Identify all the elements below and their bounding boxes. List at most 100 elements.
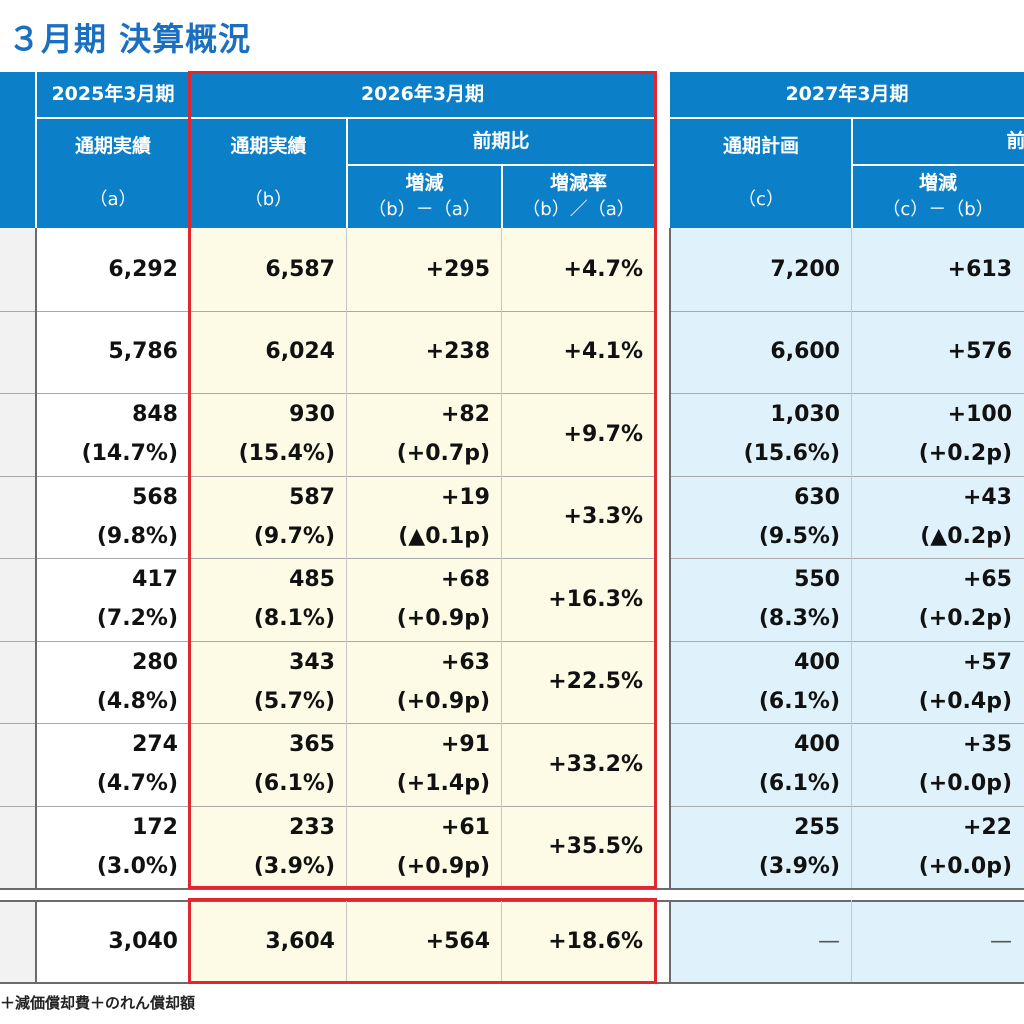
value-diff: +68 [440, 567, 490, 593]
cell-rate: +33.2% [502, 723, 655, 806]
header-plan-c: 通期計画 （c） [670, 118, 852, 228]
value-c2: (8.3%) [758, 606, 840, 632]
value-b: 365 [289, 732, 335, 758]
value-rate: +22.5% [548, 669, 643, 695]
header-fy2026: 2026年3月期 [190, 72, 655, 118]
value-b: 930 [289, 402, 335, 428]
value-c2: (6.1%) [758, 771, 840, 797]
value-b: 6,587 [265, 256, 335, 282]
value-a2: (3.0%) [96, 853, 178, 879]
change-sub: （b）－（a） [368, 199, 481, 221]
value-rate: +4.1% [563, 339, 643, 365]
value-diff2: (+0.7p) [396, 441, 490, 467]
value-a2: (7.2%) [96, 606, 178, 632]
bottom-value-rate: +18.6% [548, 928, 643, 954]
bottom-value-c: — [818, 928, 840, 954]
cell-c: 6,600 [670, 311, 852, 394]
bottom-cell-d: +564 [347, 900, 502, 982]
value-c: 400 [794, 649, 840, 675]
value-diff2: (▲0.1p) [398, 523, 490, 549]
value-a2: (4.8%) [96, 688, 178, 714]
cell-b: 365 (6.1%) [190, 723, 347, 806]
fy2026-label: 2026年3月期 [360, 83, 485, 106]
plan-label: 通期計画 [722, 135, 799, 158]
value-a: 6,292 [108, 256, 178, 282]
value-c2: (15.6%) [743, 441, 840, 467]
header-actual-b: 通期実績 （b） [190, 118, 347, 228]
cell-b: 6,024 [190, 311, 347, 394]
cell-c: 400 (6.1%) [670, 723, 852, 806]
value-c: 400 [794, 732, 840, 758]
value-cdiff2: (+0.2p) [918, 606, 1012, 632]
cell-d: +238 [347, 311, 502, 394]
value-cdiff2: (+0.2p) [918, 441, 1012, 467]
value-diff2: (+0.9p) [396, 606, 490, 632]
cell-a: 5,786 [36, 311, 190, 394]
value-rate: +4.7% [563, 256, 643, 282]
value-rate: +9.7% [563, 421, 643, 447]
cell-rate: +22.5% [502, 641, 655, 724]
value-b2: (3.9%) [253, 853, 335, 879]
cell-a: 6,292 [36, 228, 190, 311]
cell-a: 568 (9.8%) [36, 476, 190, 559]
actual-a-label: 通期実績 [74, 135, 151, 158]
value-cdiff2: (+0.0p) [918, 853, 1012, 879]
cell-a: 172 (3.0%) [36, 806, 190, 889]
cell-d: +61 (+0.9p) [347, 806, 502, 889]
actual-a-sub: （a） [89, 188, 137, 210]
yoy-2027-label: 前 [1006, 129, 1024, 152]
value-cdiff: +35 [962, 732, 1012, 758]
plan-sub: （c） [738, 188, 784, 210]
change-2027-label: 増減 [918, 171, 957, 194]
value-b2: (6.1%) [253, 771, 335, 797]
value-c: 6,600 [770, 339, 840, 365]
value-cdiff2: (▲0.2p) [920, 523, 1012, 549]
fy2027-label: 2027年3月期 [785, 83, 909, 106]
value-diff2: (+0.9p) [396, 853, 490, 879]
value-a: 5,786 [108, 339, 178, 365]
value-diff2: (+0.9p) [396, 688, 490, 714]
cell-cd: +22 (+0.0p) [852, 806, 1024, 889]
value-c: 255 [794, 814, 840, 840]
value-cdiff: +100 [947, 402, 1012, 428]
cell-d: +63 (+0.9p) [347, 641, 502, 724]
cell-c: 400 (6.1%) [670, 641, 852, 724]
cell-rate: +4.7% [502, 228, 655, 311]
value-cdiff: +65 [962, 567, 1012, 593]
value-diff: +238 [425, 339, 490, 365]
value-b2: (9.7%) [253, 523, 335, 549]
cell-a: 274 (4.7%) [36, 723, 190, 806]
cell-c: 630 (9.5%) [670, 476, 852, 559]
value-cdiff: +613 [947, 256, 1012, 282]
yoy-label: 前期比 [472, 129, 530, 152]
change-2027-sub: （c）－（b） [882, 199, 994, 221]
value-a: 848 [132, 402, 178, 428]
value-rate: +16.3% [548, 586, 643, 612]
cell-cd: +100 (+0.2p) [852, 393, 1024, 476]
page-title: ３月期 決算概況 [8, 20, 252, 58]
value-a: 274 [132, 732, 178, 758]
value-c: 7,200 [770, 256, 840, 282]
value-diff: +63 [440, 649, 490, 675]
cell-a: 417 (7.2%) [36, 558, 190, 641]
cell-b: 343 (5.7%) [190, 641, 347, 724]
bottom-cell-b: 3,604 [190, 900, 347, 982]
value-b: 6,024 [265, 339, 335, 365]
value-diff2: (+1.4p) [396, 771, 490, 797]
value-rate: +3.3% [563, 504, 643, 530]
header-actual-a: 通期実績 （a） [36, 118, 190, 228]
value-a: 280 [132, 649, 178, 675]
cell-rate: +9.7% [502, 393, 655, 476]
value-c2: (9.5%) [758, 523, 840, 549]
cell-cd: +65 (+0.2p) [852, 558, 1024, 641]
cell-c: 255 (3.9%) [670, 806, 852, 889]
value-cdiff: +576 [947, 339, 1012, 365]
value-b: 485 [289, 567, 335, 593]
value-a2: (14.7%) [81, 441, 178, 467]
cell-c: 7,200 [670, 228, 852, 311]
value-rate: +33.2% [548, 751, 643, 777]
value-b2: (5.7%) [253, 688, 335, 714]
cell-d: +82 (+0.7p) [347, 393, 502, 476]
cell-d: +295 [347, 228, 502, 311]
cell-b: 930 (15.4%) [190, 393, 347, 476]
